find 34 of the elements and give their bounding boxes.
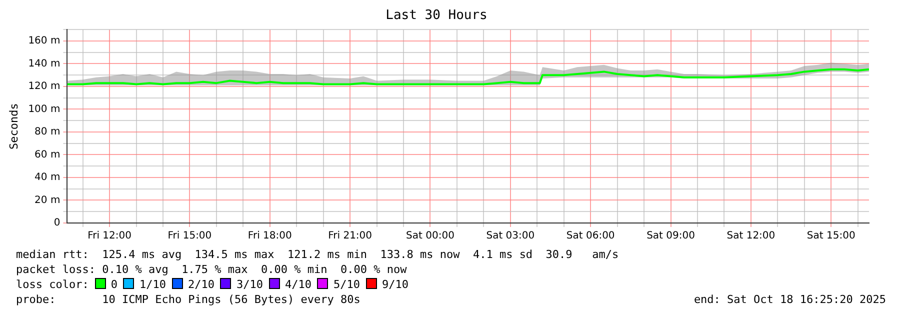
x-tick-label: Fri 12:00 <box>88 230 132 242</box>
y-tick-label: 80 m <box>34 126 60 138</box>
text: median rtt: 125.4 ms avg 134.5 ms max 121.2 ms min 133.8 ms now 4.1 ms sd 30.9 am/s <box>16 248 619 261</box>
text: 1/10 <box>139 278 166 291</box>
y-tick-label: 140 m <box>28 58 60 70</box>
x-tick-label: Fri 18:00 <box>248 230 292 242</box>
y-tick-label: 120 m <box>28 81 60 92</box>
text: 0 <box>110 278 118 291</box>
y-axis-title: Seconds <box>7 103 20 150</box>
text: packet loss: 0.10 % avg 1.75 % max 0.00 % min 0.00 % now <box>16 263 407 276</box>
chart-title: Last 30 Hours <box>386 8 488 24</box>
y-tick-label: 160 m <box>28 36 60 47</box>
text: 9/10 <box>382 278 408 291</box>
x-tick-label: Sat 00:00 <box>406 230 454 242</box>
y-tick-label: 100 m <box>28 104 60 115</box>
text: 4/10 <box>284 278 312 291</box>
x-tick-label: Sat 12:00 <box>726 230 776 242</box>
x-tick-label: Fri 15:00 <box>168 230 212 242</box>
text: probe: <box>16 293 57 306</box>
x-tick-label: Sat 15:00 <box>806 230 856 242</box>
y-tick-label: 60 m <box>34 149 60 160</box>
text: 3/10 <box>236 278 263 291</box>
x-tick-label: Sat 06:00 <box>566 230 615 242</box>
text: 2/10 <box>188 278 214 291</box>
text: loss color: <box>16 278 89 291</box>
x-tick-label: Sat 03:00 <box>486 230 535 242</box>
y-tick-label: 0 <box>54 218 60 229</box>
text: 5/10 <box>333 278 360 291</box>
x-tick-label: Fri 21:00 <box>328 230 372 242</box>
x-tick-label: Sat 09:00 <box>646 230 695 242</box>
y-tick-label: 20 m <box>34 194 60 206</box>
y-tick-label: 40 m <box>34 172 60 184</box>
text: 10 ICMP Echo Pings (56 Bytes) every 80s <box>102 293 360 306</box>
text: end: Sat Oct 18 16:25:20 2025 <box>694 292 886 307</box>
